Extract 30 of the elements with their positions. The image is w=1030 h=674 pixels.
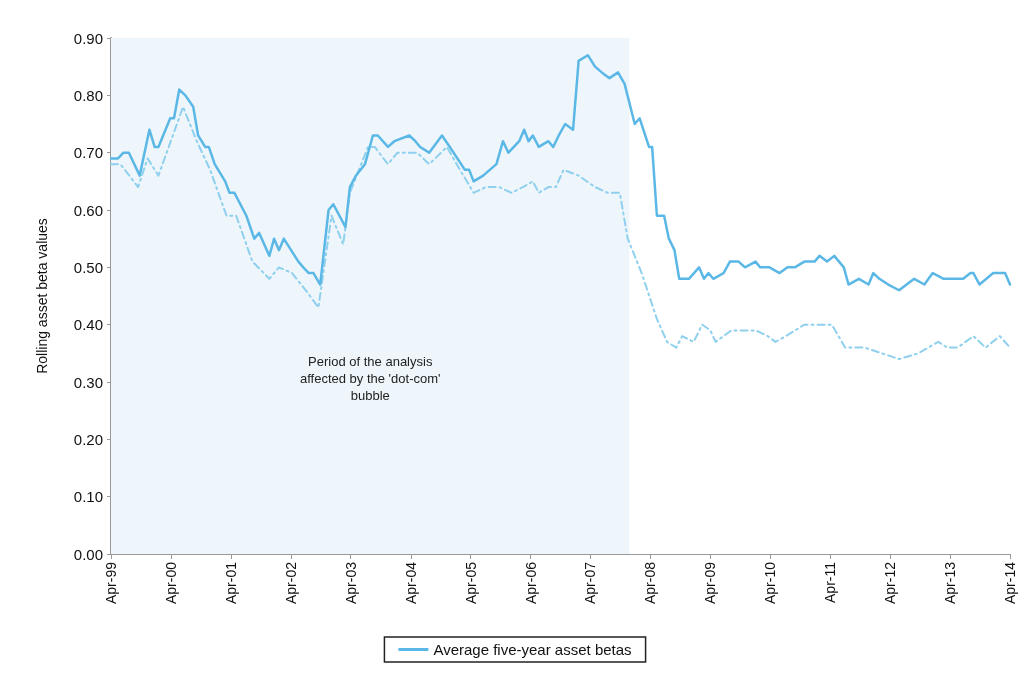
- x-tick-label: Apr-10: [762, 561, 779, 605]
- y-tick-label: 0.00: [73, 545, 103, 563]
- x-tick-label: Apr-99: [103, 561, 119, 605]
- x-tick-label: Apr-07: [582, 561, 599, 605]
- y-tick-label: 0.10: [73, 488, 103, 506]
- x-tick-label: Apr-09: [702, 561, 719, 605]
- y-tick-label: 0.40: [73, 316, 103, 334]
- x-tick-label: Apr-14: [1002, 561, 1018, 605]
- band-label: Period of the analysis affected by the 'dot-com' bubble: [299, 354, 441, 404]
- y-tick-label: 0.20: [73, 430, 103, 448]
- x-tick-label: Apr-02: [282, 561, 299, 605]
- x-tick-label: Apr-00: [163, 561, 180, 605]
- line-series: [109, 53, 1012, 292]
- y-tick-label: 0.80: [73, 86, 103, 104]
- x-tick-label: Apr-01: [222, 561, 239, 605]
- x-tick-label: Apr-11: [822, 561, 839, 603]
- x-tick-label: Apr-06: [522, 561, 539, 605]
- x-tick-label: Apr-12: [882, 561, 899, 605]
- x-tick-label: Apr-04: [402, 561, 419, 605]
- x-tick-label: Apr-08: [642, 561, 659, 605]
- y-axis-title: Rolling asset beta values: [34, 218, 50, 374]
- x-tick-label: Apr-05: [462, 561, 479, 605]
- y-tick-label: 0.30: [73, 373, 103, 391]
- y-tick-label: 0.50: [73, 258, 103, 276]
- y-tick-label: 0.90: [73, 29, 103, 47]
- legend-label: Average five-year asset betas: [433, 641, 632, 658]
- y-tick-label: 0.70: [73, 144, 103, 162]
- y-tick-label: 0.60: [73, 201, 103, 219]
- x-tick-label: Apr-13: [942, 561, 959, 605]
- x-tick-label: Apr-03: [342, 561, 359, 605]
